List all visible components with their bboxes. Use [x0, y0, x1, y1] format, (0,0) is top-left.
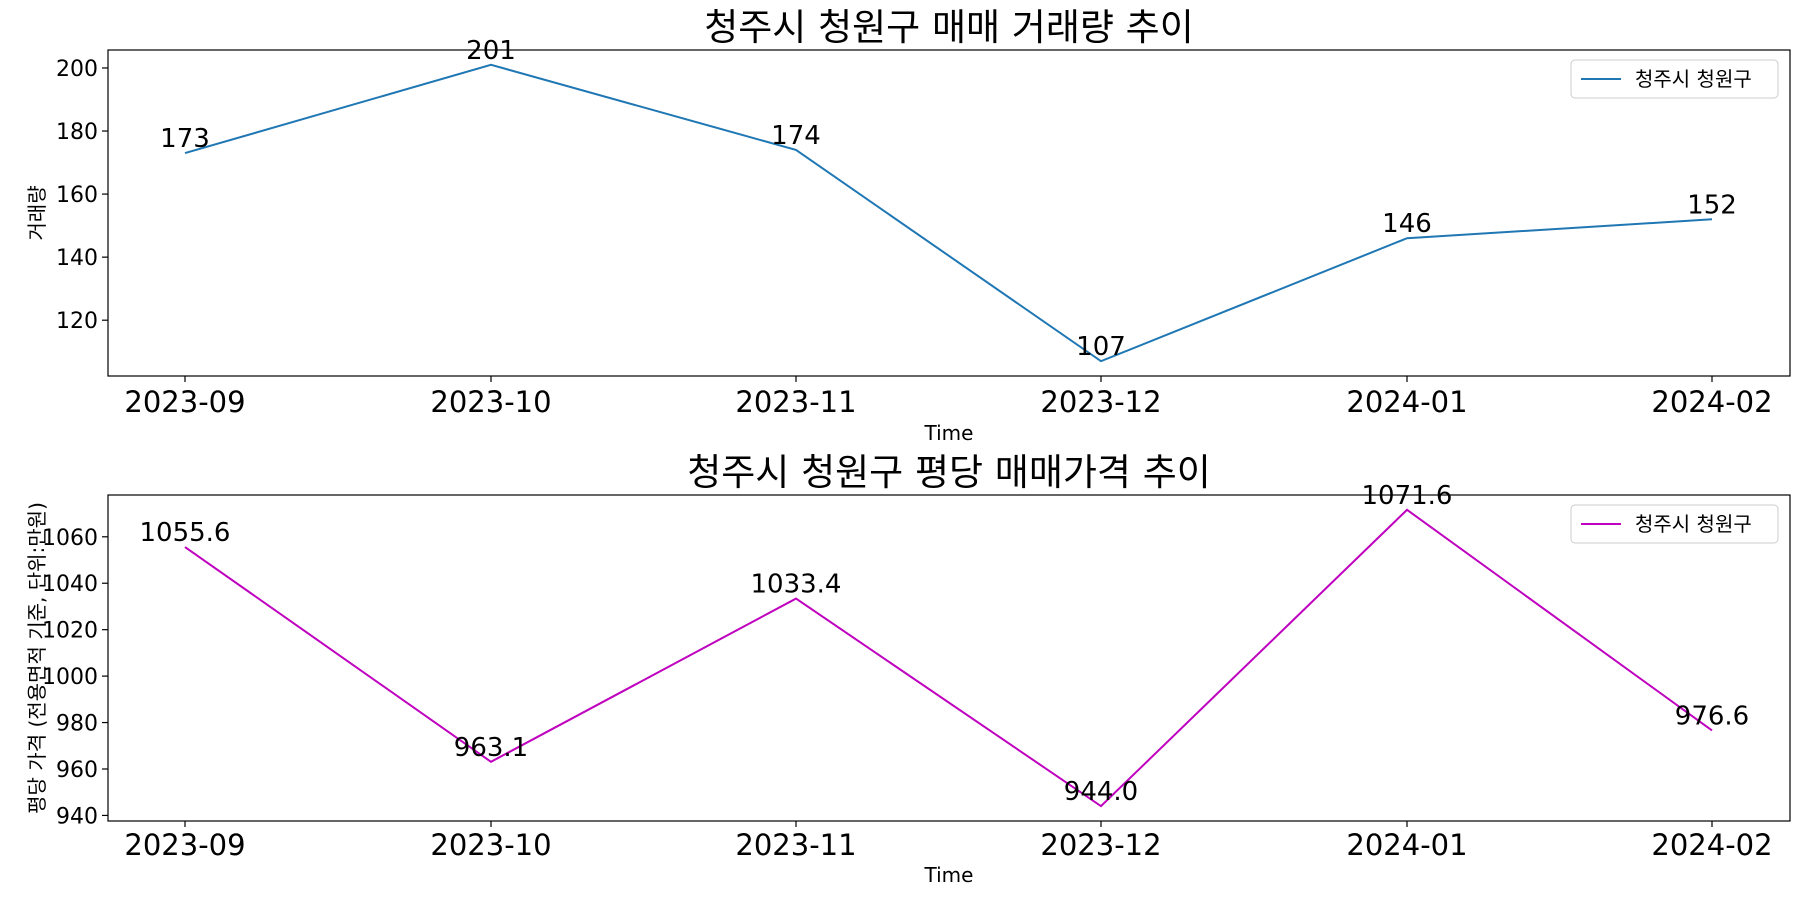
legend-label: 청주시 청원구	[1635, 512, 1752, 536]
x-tick-label: 2023-12	[1040, 828, 1161, 862]
x-tick-label: 2023-09	[124, 828, 245, 862]
data-label: 152	[1687, 190, 1737, 220]
x-tick-label: 2024-02	[1651, 385, 1772, 419]
plot-frame	[107, 49, 1791, 377]
plot-frame	[107, 494, 1791, 822]
data-label: 1071.6	[1362, 481, 1453, 511]
y-tick-label: 980	[56, 712, 98, 737]
chart-0: 청주시 청원구 매매 거래량 추이 120 140 160 180 200 2023-09 2…	[25, 6, 1791, 445]
y-tick-label: 1040	[42, 572, 98, 597]
y-tick-label: 960	[56, 758, 98, 783]
y-tick-label: 140	[56, 246, 98, 271]
chart-title: 청주시 청원구 매매 거래량 추이	[704, 6, 1194, 49]
data-label: 963.1	[454, 733, 528, 763]
y-tick-label: 180	[56, 120, 98, 145]
y-tick-label: 1020	[42, 619, 98, 644]
x-tick-label: 2023-10	[430, 385, 551, 419]
y-axis-label: 평당 가격 (전용면적 기준, 단위:만원)	[25, 502, 49, 814]
legend-box	[1570, 504, 1779, 544]
data-label: 107	[1076, 332, 1126, 362]
series-line	[184, 63, 1713, 363]
x-axis-label: Time	[924, 863, 974, 887]
y-tick-label: 1000	[42, 665, 98, 690]
y-tick-label: 160	[56, 183, 98, 208]
legend: 청주시 청원구	[1570, 504, 1779, 544]
series-line	[184, 508, 1713, 808]
legend: 청주시 청원구	[1570, 59, 1779, 99]
x-tick-label: 2023-11	[735, 385, 856, 419]
x-tick-label: 2024-02	[1651, 828, 1772, 862]
x-tick-label: 2023-12	[1040, 385, 1161, 419]
y-tick-label: 120	[56, 309, 98, 334]
y-tick-label: 1060	[42, 526, 98, 551]
chart-1: 청주시 청원구 평당 매매가격 추이 940 960 980 1000 1020 1040 1…	[25, 451, 1791, 887]
y-axis-label: 거래량	[25, 185, 49, 240]
x-axis-label: Time	[924, 421, 974, 445]
data-label: 1055.6	[140, 518, 231, 548]
x-tick-label: 2023-11	[735, 828, 856, 862]
data-label: 201	[466, 36, 516, 66]
chart-title: 청주시 청원구 평당 매매가격 추이	[687, 451, 1211, 494]
legend-box	[1570, 59, 1779, 99]
data-label: 1033.4	[751, 570, 842, 600]
data-label: 976.6	[1675, 701, 1749, 731]
x-tick-label: 2023-10	[430, 828, 551, 862]
data-label: 174	[771, 121, 821, 151]
data-label: 173	[160, 124, 210, 154]
data-label: 146	[1382, 209, 1432, 239]
x-tick-label: 2023-09	[124, 385, 245, 419]
x-tick-label: 2024-01	[1346, 828, 1467, 862]
y-tick-label: 940	[56, 804, 98, 829]
x-tick-label: 2024-01	[1346, 385, 1467, 419]
data-label: 944.0	[1064, 777, 1138, 807]
y-tick-label: 200	[56, 57, 98, 82]
legend-label: 청주시 청원구	[1635, 67, 1752, 91]
